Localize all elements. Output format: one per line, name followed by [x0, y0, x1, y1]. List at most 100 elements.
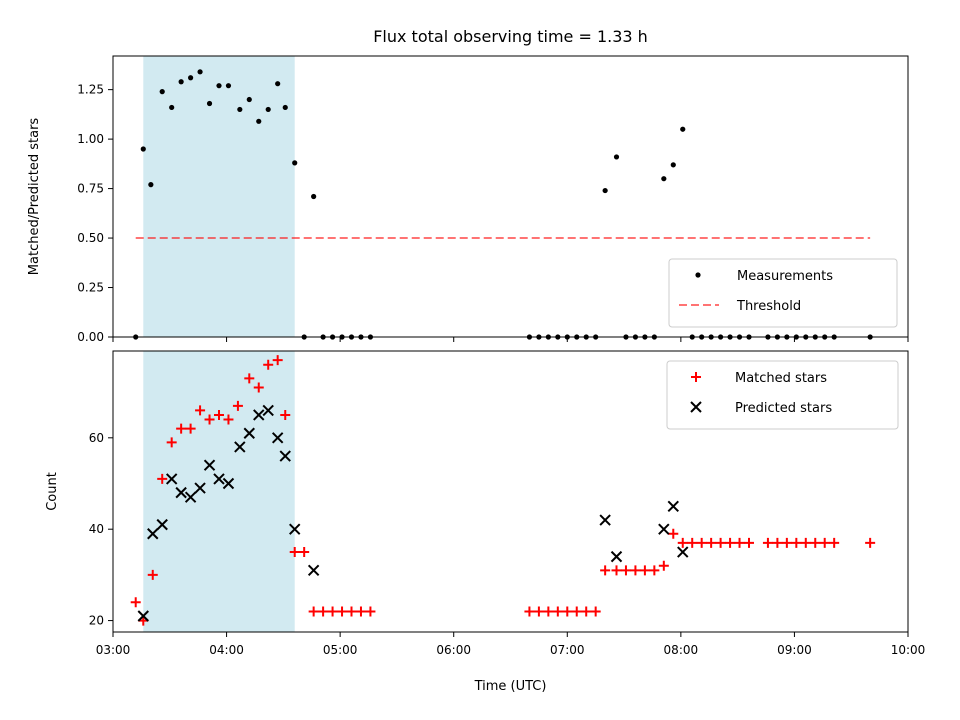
matched-star-point — [781, 537, 792, 548]
bottom-y-axis-label: Count — [45, 472, 60, 511]
y-tick-label: 20 — [89, 614, 104, 628]
matched-star-point — [658, 560, 669, 571]
predicted-star-point — [658, 523, 670, 535]
predicted-star-point — [271, 432, 284, 444]
highlight-span — [143, 56, 295, 337]
predicted-star-point — [253, 409, 265, 421]
matched-star-point — [590, 606, 601, 617]
predicted-star-point — [147, 528, 159, 540]
matched-star-point — [289, 547, 300, 558]
measurement-point — [265, 106, 271, 113]
predicted-star-point — [279, 450, 291, 462]
highlight-span — [143, 351, 295, 632]
bottom-legend: Matched stars Predicted stars — [666, 360, 899, 430]
top-axes-frame — [112, 55, 909, 338]
matched-star-point — [263, 359, 274, 370]
measurement-point — [670, 162, 676, 168]
matched-star-point — [299, 547, 310, 558]
x-tick-label: 03:00 — [96, 643, 131, 657]
matched-star-point — [810, 537, 821, 548]
predicted-star-point — [222, 477, 235, 490]
measurement-point — [275, 81, 281, 87]
matched-star-point — [214, 409, 224, 420]
matched-star-point — [552, 606, 563, 617]
x-tick-label: 09:00 — [777, 643, 812, 657]
predicted-star-point — [156, 518, 168, 531]
matched-star-point — [147, 569, 158, 580]
matched-star-point — [232, 400, 243, 411]
measurement-point — [246, 96, 252, 103]
bottom-plot-area — [130, 351, 876, 632]
matched-star-point — [130, 597, 141, 608]
measurement-point — [188, 75, 194, 81]
matched-star-point — [355, 606, 366, 617]
matched-star-point — [639, 565, 650, 576]
legend-label: Threshold — [736, 299, 801, 314]
chart-title: Flux total observing time = 1.33 h — [373, 27, 648, 46]
matched-star-point — [715, 537, 726, 548]
measurement-point — [159, 89, 165, 95]
y-tick-label: 40 — [89, 522, 104, 536]
y-tick-label: 1.25 — [77, 83, 104, 97]
matched-star-point — [800, 537, 811, 548]
matched-star-point — [630, 565, 641, 576]
bottom-ticks: 20 40 60 03:00 04:00 05:00 06:00 07:00 08:00 09:0… — [89, 431, 926, 657]
x-tick-label: 10:00 — [891, 643, 926, 657]
measurement-point — [311, 193, 317, 200]
measurement-point — [148, 182, 154, 188]
matched-star-point — [581, 606, 592, 617]
predicted-star-point — [289, 523, 301, 535]
matched-star-point — [791, 537, 802, 548]
x-tick-label: 04:00 — [209, 643, 244, 657]
measurement-point — [680, 126, 686, 132]
y-tick-label: 0.25 — [77, 281, 104, 295]
predicted-star-point — [610, 550, 623, 563]
predicted-star-point — [137, 610, 149, 622]
matched-star-point — [280, 409, 291, 420]
matched-star-point — [687, 537, 698, 548]
matched-star-point — [600, 565, 611, 576]
matched-star-point — [620, 565, 631, 576]
matched-star-point — [533, 606, 544, 617]
matched-star-point — [611, 565, 622, 576]
measurement-point — [225, 83, 232, 89]
predicted-star-point — [243, 427, 255, 439]
predicted-star-point — [307, 564, 320, 577]
matched-star-point — [244, 373, 255, 384]
matched-star-point — [571, 606, 582, 617]
top-y-ticks: 0.00 0.25 0.50 0.75 1.00 1.25 — [77, 83, 909, 344]
x-tick-label: 08:00 — [664, 643, 699, 657]
legend-swatch — [690, 401, 702, 413]
y-tick-label: 0.75 — [77, 182, 104, 196]
measurement-point — [282, 104, 288, 111]
matched-star-point — [865, 537, 876, 548]
y-tick-label: 0.00 — [77, 330, 104, 344]
matched-star-point — [649, 565, 660, 576]
matched-star-point — [272, 355, 283, 366]
matched-star-point — [365, 606, 376, 617]
predicted-star-point — [203, 459, 216, 471]
measurement-point — [237, 106, 243, 113]
x-axis-label: Time (UTC) — [474, 679, 547, 694]
legend-swatch — [695, 272, 701, 278]
measurement-point — [178, 79, 184, 85]
matched-star-point — [524, 606, 535, 617]
bottom-axes-frame — [112, 350, 909, 633]
matched-star-point — [725, 537, 736, 548]
x-tick-label: 07:00 — [550, 643, 585, 657]
matched-star-point — [253, 382, 264, 393]
predicted-star-point — [165, 473, 178, 485]
matched-star-point — [772, 537, 783, 548]
matched-star-point — [677, 537, 688, 548]
legend-label: Predicted stars — [735, 401, 832, 416]
top-legend: Measurements Threshold — [668, 258, 898, 328]
top-y-axis-label: Matched/Predicted stars — [27, 118, 42, 276]
matched-star-point — [327, 606, 338, 617]
matched-star-point — [157, 473, 168, 484]
bottom-panel: 20 40 60 03:00 04:00 05:00 06:00 07:00 08:00 09:0… — [45, 350, 926, 694]
predicted-star-point — [194, 482, 206, 494]
matched-star-point — [819, 537, 830, 548]
predicted-star-point — [213, 473, 225, 485]
predicted-star-point — [175, 486, 187, 499]
matched-star-point — [562, 606, 573, 617]
